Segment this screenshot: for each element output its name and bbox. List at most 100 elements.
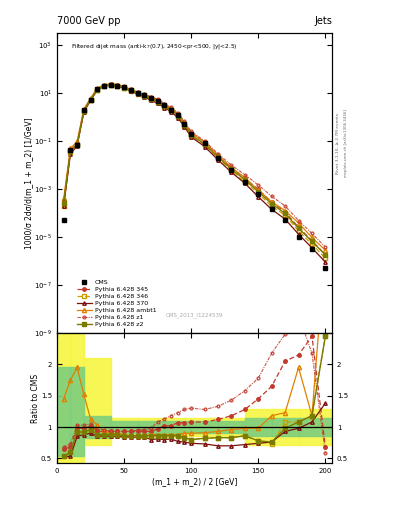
Pythia 6.428 ambt1	[108, 81, 113, 87]
Pythia 6.428 370	[129, 88, 133, 94]
Pythia 6.428 ambt1	[269, 199, 274, 205]
Pythia 6.428 z1	[81, 107, 86, 113]
Pythia 6.428 z2	[182, 122, 187, 128]
Pythia 6.428 370	[162, 104, 167, 111]
Pythia 6.428 z1	[102, 82, 107, 89]
Pythia 6.428 345	[269, 199, 274, 205]
Pythia 6.428 346	[256, 190, 261, 197]
Pythia 6.428 370	[108, 82, 113, 88]
Pythia 6.428 345	[135, 90, 140, 96]
Pythia 6.428 345	[169, 106, 173, 112]
Pythia 6.428 370	[182, 124, 187, 130]
Pythia 6.428 346	[283, 212, 287, 218]
CMS	[135, 90, 140, 96]
CMS	[68, 147, 73, 154]
CMS	[169, 106, 173, 113]
Pythia 6.428 z1	[202, 138, 207, 144]
Pythia 6.428 z2	[129, 88, 133, 94]
Pythia 6.428 z2	[323, 252, 328, 258]
Y-axis label: Ratio to CMS: Ratio to CMS	[31, 374, 40, 423]
Pythia 6.428 z2	[142, 93, 147, 99]
Text: CMS_2013_I1224539: CMS_2013_I1224539	[166, 312, 223, 318]
Pythia 6.428 345	[155, 97, 160, 103]
Pythia 6.428 z2	[242, 177, 247, 183]
Pythia 6.428 ambt1	[142, 91, 147, 97]
CMS	[182, 121, 187, 127]
Pythia 6.428 345	[129, 87, 133, 93]
Text: Filtered dijet mass (anti-k$_T$(0.7), 2450<p$_T$<500, |y|<2.5): Filtered dijet mass (anti-k$_T$(0.7), 24…	[71, 42, 237, 51]
Pythia 6.428 ambt1	[95, 85, 99, 91]
Pythia 6.428 z1	[61, 198, 66, 204]
Pythia 6.428 z2	[122, 84, 127, 91]
Pythia 6.428 z1	[229, 162, 234, 168]
Pythia 6.428 345	[88, 96, 93, 102]
Pythia 6.428 z2	[88, 97, 93, 103]
Pythia 6.428 z1	[242, 172, 247, 178]
Pythia 6.428 z1	[189, 129, 193, 135]
Pythia 6.428 z2	[202, 141, 207, 147]
Pythia 6.428 345	[149, 95, 153, 101]
Pythia 6.428 z2	[296, 225, 301, 231]
Pythia 6.428 346	[115, 83, 120, 89]
Pythia 6.428 z1	[108, 81, 113, 87]
Pythia 6.428 370	[81, 109, 86, 115]
Pythia 6.428 346	[149, 96, 153, 102]
Pythia 6.428 z1	[155, 96, 160, 102]
Pythia 6.428 346	[81, 108, 86, 114]
Line: Pythia 6.428 345: Pythia 6.428 345	[62, 82, 327, 257]
CMS	[162, 102, 167, 109]
Pythia 6.428 z2	[283, 210, 287, 217]
Pythia 6.428 z2	[61, 200, 66, 206]
Pythia 6.428 370	[189, 134, 193, 140]
Pythia 6.428 z1	[122, 83, 127, 90]
Pythia 6.428 ambt1	[122, 83, 127, 90]
Pythia 6.428 ambt1	[229, 164, 234, 170]
Pythia 6.428 346	[88, 97, 93, 103]
Pythia 6.428 z1	[68, 148, 73, 154]
CMS	[75, 141, 79, 147]
Pythia 6.428 z2	[115, 83, 120, 89]
Pythia 6.428 ambt1	[175, 111, 180, 117]
Pythia 6.428 ambt1	[68, 145, 73, 152]
CMS	[142, 92, 147, 98]
Legend: CMS, Pythia 6.428 345, Pythia 6.428 346, Pythia 6.428 370, Pythia 6.428 ambt1, P: CMS, Pythia 6.428 345, Pythia 6.428 346,…	[77, 280, 156, 327]
CMS	[283, 217, 287, 223]
CMS	[175, 112, 180, 118]
Pythia 6.428 370	[102, 83, 107, 89]
Pythia 6.428 370	[155, 100, 160, 106]
X-axis label: (m_1 + m_2) / 2 [GeV]: (m_1 + m_2) / 2 [GeV]	[152, 477, 237, 486]
Pythia 6.428 370	[61, 203, 66, 209]
Pythia 6.428 z2	[162, 103, 167, 109]
Pythia 6.428 ambt1	[102, 81, 107, 88]
Pythia 6.428 370	[169, 109, 173, 115]
CMS	[229, 167, 234, 173]
Pythia 6.428 345	[122, 84, 127, 90]
Pythia 6.428 346	[242, 179, 247, 185]
Pythia 6.428 345	[61, 198, 66, 204]
Pythia 6.428 z2	[155, 98, 160, 104]
Pythia 6.428 ambt1	[216, 152, 220, 158]
Pythia 6.428 z2	[216, 154, 220, 160]
Pythia 6.428 370	[216, 157, 220, 163]
CMS	[95, 86, 99, 92]
Pythia 6.428 ambt1	[115, 81, 120, 88]
Pythia 6.428 ambt1	[155, 97, 160, 103]
Line: Pythia 6.428 346: Pythia 6.428 346	[62, 83, 327, 260]
Pythia 6.428 ambt1	[283, 207, 287, 214]
Pythia 6.428 z2	[269, 201, 274, 207]
Pythia 6.428 346	[108, 82, 113, 88]
Pythia 6.428 346	[61, 203, 66, 209]
Pythia 6.428 z1	[149, 94, 153, 100]
Pythia 6.428 z2	[95, 87, 99, 93]
Pythia 6.428 370	[142, 94, 147, 100]
Pythia 6.428 345	[242, 175, 247, 181]
CMS	[296, 234, 301, 240]
Pythia 6.428 345	[75, 141, 79, 147]
Pythia 6.428 345	[296, 224, 301, 230]
CMS	[81, 106, 86, 113]
Pythia 6.428 z1	[95, 86, 99, 92]
Text: mcplots.cern.ch [arXiv:1306.3436]: mcplots.cern.ch [arXiv:1306.3436]	[344, 110, 348, 177]
Pythia 6.428 345	[229, 165, 234, 171]
Pythia 6.428 346	[102, 83, 107, 89]
Pythia 6.428 z1	[135, 89, 140, 95]
